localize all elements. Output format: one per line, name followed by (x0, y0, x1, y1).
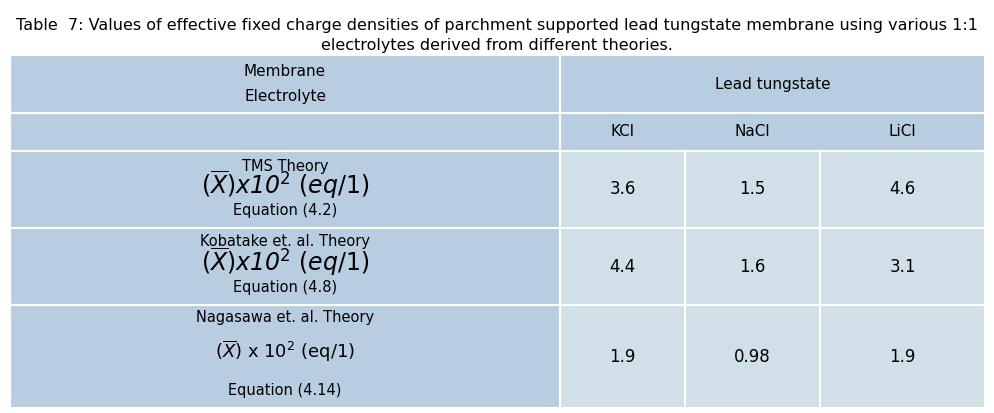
Text: 3.6: 3.6 (608, 180, 635, 199)
Text: Equation (4.8): Equation (4.8) (233, 280, 337, 295)
Text: 4.6: 4.6 (889, 180, 914, 199)
Text: Equation (4.2): Equation (4.2) (233, 203, 337, 218)
Text: electrolytes derived from different theories.: electrolytes derived from different theo… (321, 38, 672, 53)
Text: Membrane
Electrolyte: Membrane Electrolyte (244, 64, 326, 104)
Text: Equation (4.14): Equation (4.14) (228, 383, 341, 398)
Text: 1.9: 1.9 (889, 347, 914, 366)
Text: Lead tungstate: Lead tungstate (714, 76, 829, 92)
Text: $(\overline{X})$x10$^2$ $(eq/1)$: $(\overline{X})$x10$^2$ $(eq/1)$ (201, 245, 369, 278)
Text: LiCl: LiCl (888, 124, 915, 140)
Text: Table  7: Values of effective fixed charge densities of parchment supported lead: Table 7: Values of effective fixed charg… (16, 18, 977, 33)
Bar (10, 55, 984, 408)
Text: KCl: KCl (610, 124, 634, 140)
Bar (560, 151, 984, 408)
Text: 1.6: 1.6 (739, 257, 765, 275)
Text: 0.98: 0.98 (734, 347, 770, 366)
Text: Kobatake et. al. Theory: Kobatake et. al. Theory (200, 234, 370, 249)
Text: 1.9: 1.9 (608, 347, 635, 366)
Text: 4.4: 4.4 (608, 257, 635, 275)
Text: NaCl: NaCl (734, 124, 769, 140)
Text: 3.1: 3.1 (889, 257, 914, 275)
Text: 1.5: 1.5 (739, 180, 765, 199)
Text: $(\overline{X})$x10$^2$ $(eq/1)$: $(\overline{X})$x10$^2$ $(eq/1)$ (201, 168, 369, 201)
Text: TMS Theory: TMS Theory (242, 159, 328, 174)
Text: Nagasawa et. al. Theory: Nagasawa et. al. Theory (196, 310, 374, 325)
Text: $(\overline{X})$ x 10$^2$ (eq/1): $(\overline{X})$ x 10$^2$ (eq/1) (215, 339, 355, 364)
